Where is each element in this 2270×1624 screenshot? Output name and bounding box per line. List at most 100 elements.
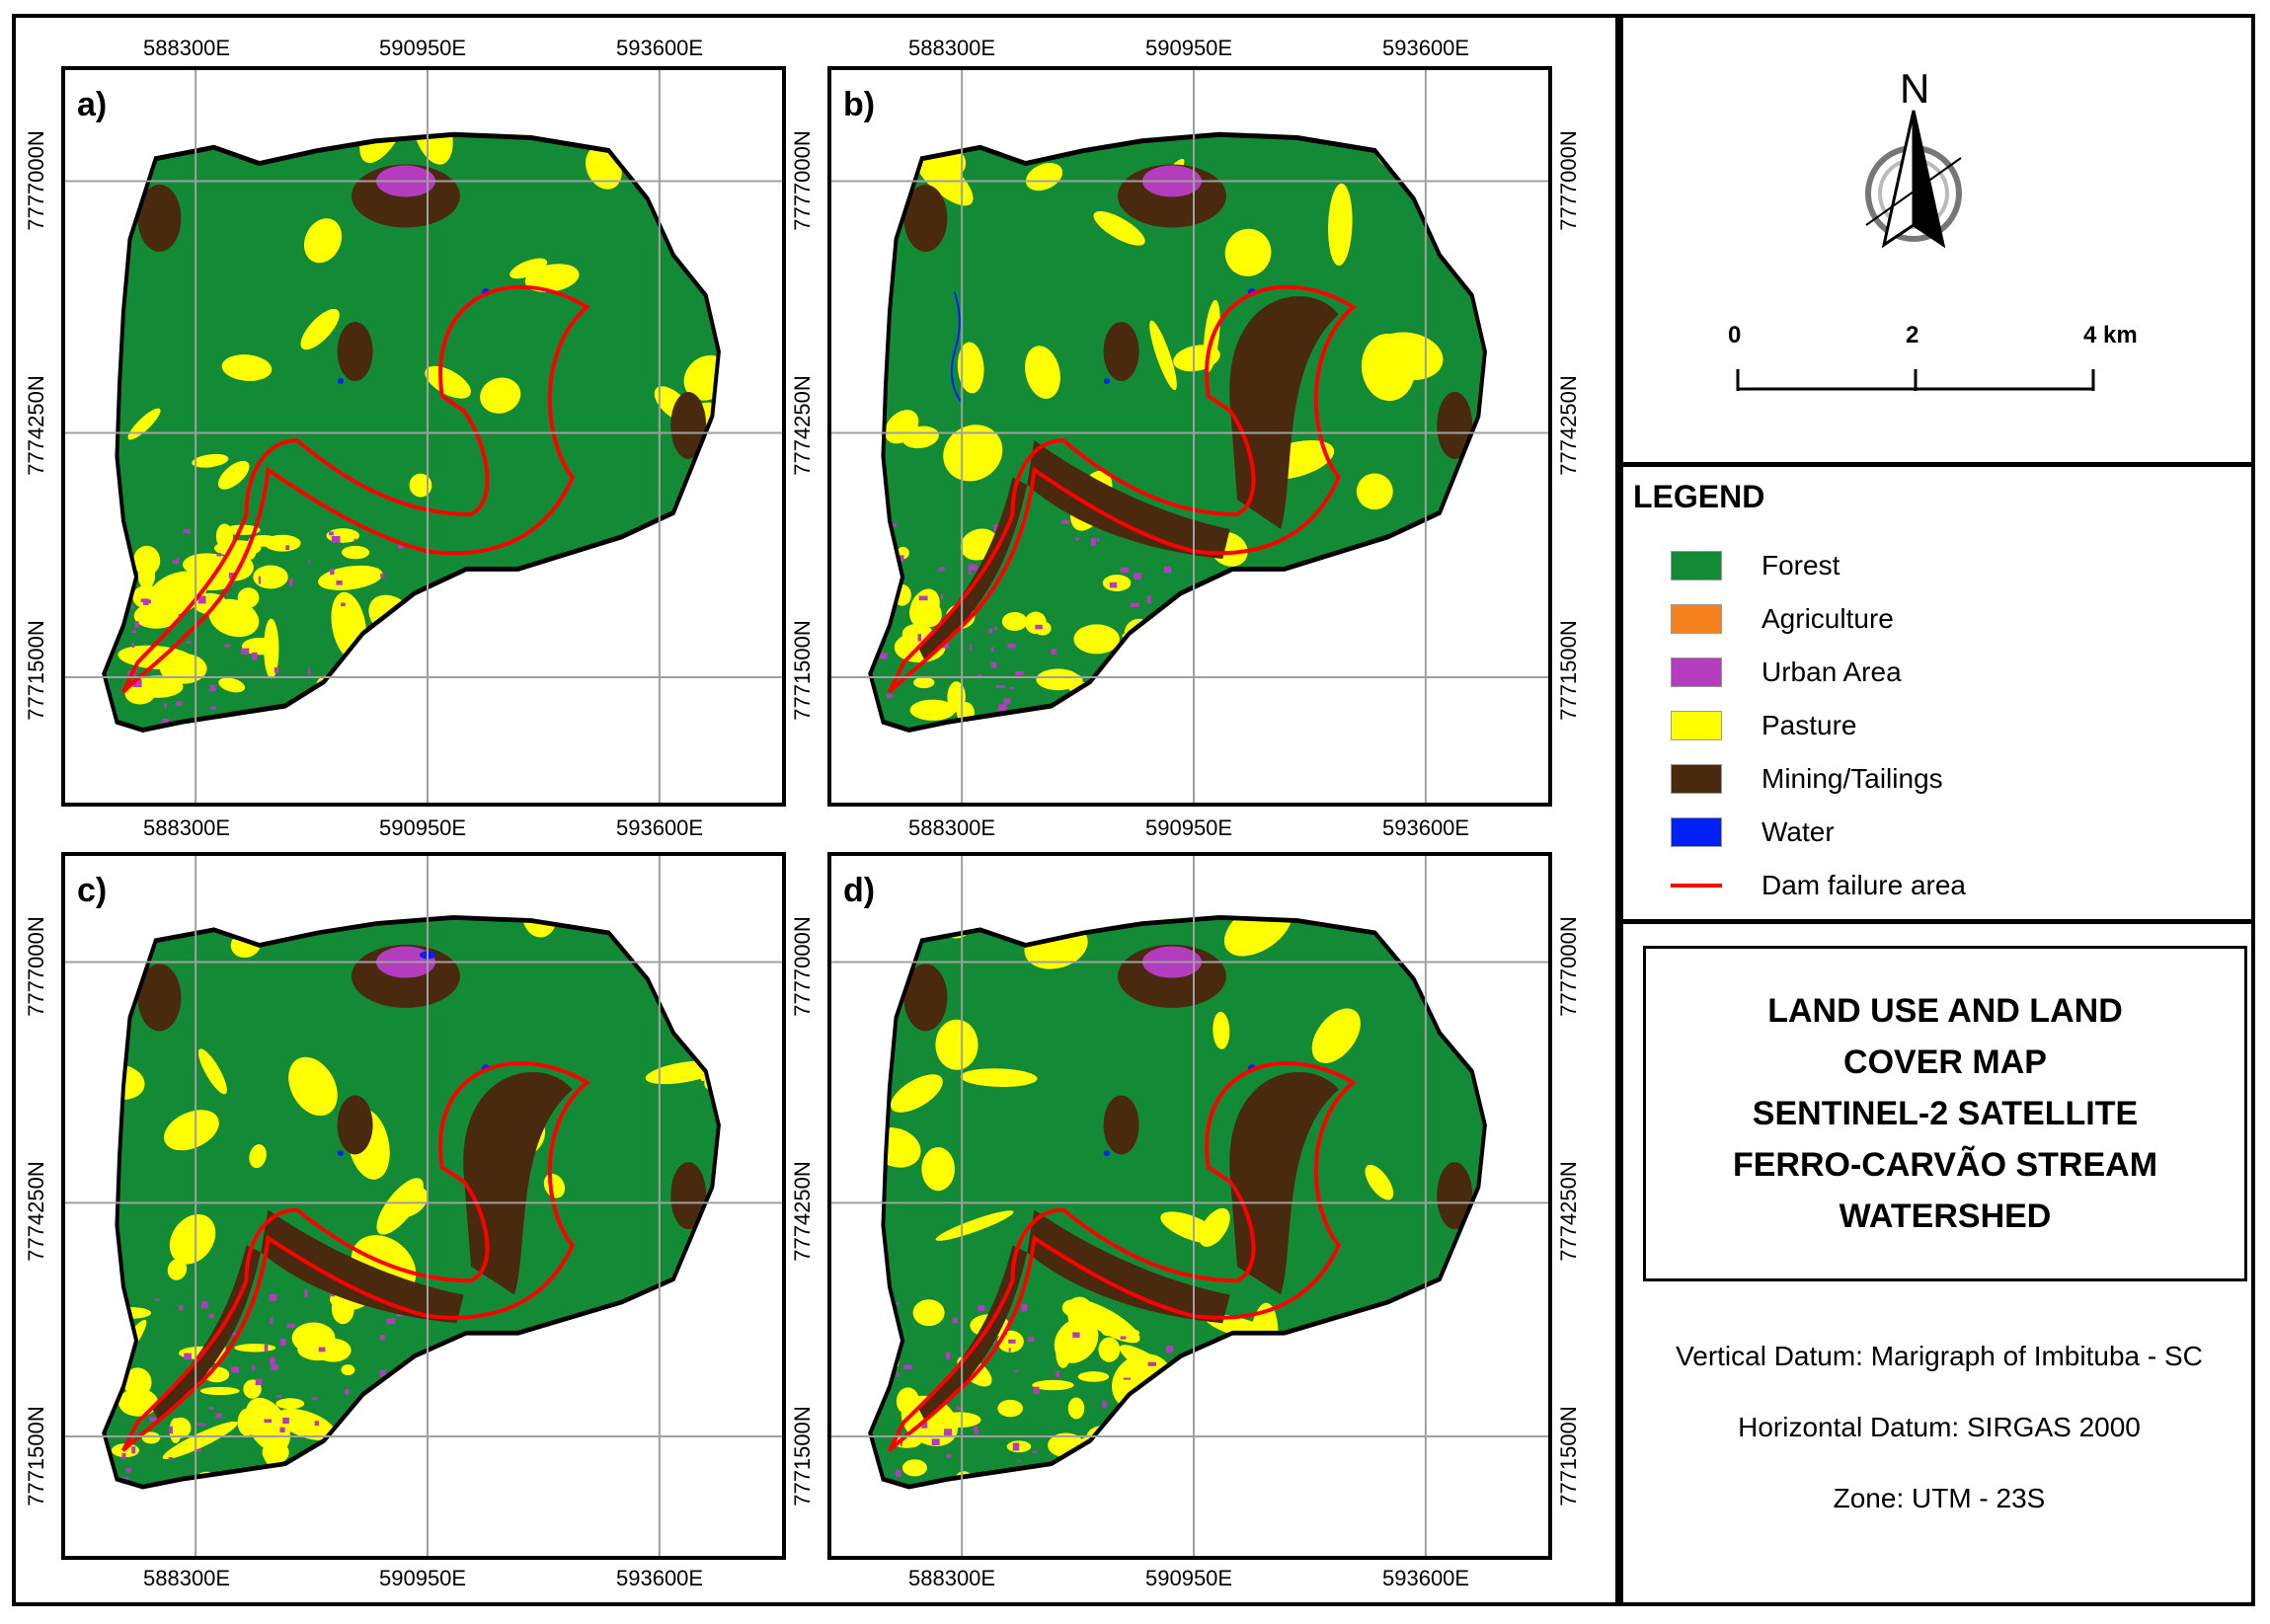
pasture-patch: [701, 1375, 719, 1401]
urban-patch: [1133, 1503, 1137, 1508]
mining-area: [670, 392, 707, 459]
urban-patch: [879, 534, 888, 540]
urban-patch: [374, 1511, 380, 1516]
urban-patch: [978, 769, 985, 771]
legend-label: Pasture: [1761, 710, 1857, 740]
pasture-patch: [1219, 70, 1278, 110]
urban-patch: [389, 1512, 396, 1517]
urban-patch: [896, 1469, 901, 1477]
pasture-patch: [303, 218, 343, 264]
pasture-patch: [1099, 1316, 1116, 1337]
pasture-patch: [1063, 1479, 1097, 1488]
pasture-patch: [264, 735, 286, 751]
urban-patch: [353, 538, 357, 541]
panel-label: a): [77, 86, 108, 123]
pasture-patch: [297, 1415, 311, 1424]
pasture-patch: [141, 1431, 161, 1444]
urban-patch: [155, 1298, 160, 1301]
pasture-patch: [1062, 1473, 1110, 1488]
map-canvas: [65, 856, 782, 1556]
urban-patch: [231, 1366, 240, 1373]
pasture-patch: [1143, 1478, 1180, 1488]
pasture-patch: [1025, 163, 1063, 192]
panel-label: d): [843, 872, 876, 909]
tailings-deposit: [918, 1245, 1028, 1423]
tailings-deposit: [1027, 440, 1230, 559]
pasture-patch: [133, 602, 179, 629]
northing-label: 7777000N: [1556, 130, 1581, 231]
urban-patch: [1090, 538, 1096, 546]
urban-patch: [996, 1519, 1003, 1523]
urban-patch: [956, 1406, 961, 1411]
urban-patch: [197, 595, 206, 604]
pasture-patch: [704, 1023, 719, 1090]
urban-patch: [917, 634, 921, 642]
pasture-patch: [997, 1399, 1024, 1418]
urban-patch: [1003, 733, 1008, 738]
pasture-patch: [1036, 668, 1080, 691]
pasture-patch: [1001, 611, 1028, 632]
urban-patch: [331, 535, 341, 543]
pasture-patch: [1542, 1451, 1552, 1480]
urban-patch: [1003, 698, 1011, 705]
pasture-patch: [164, 1110, 219, 1151]
watershed-boundary: [868, 131, 1487, 734]
utm-zone: Zone: UTM - 23S: [1833, 1483, 2046, 1513]
pasture-patch: [65, 314, 101, 359]
legend-title: LEGEND: [1633, 479, 1765, 514]
easting-label: 593600E: [616, 1566, 704, 1590]
pasture-patch: [1078, 716, 1131, 727]
northing-label: 7777000N: [1556, 916, 1581, 1017]
urban-patch: [1022, 731, 1027, 737]
pasture-patch: [1361, 333, 1416, 402]
water-body: [337, 378, 344, 384]
pasture-patch: [245, 1397, 291, 1453]
urban-patch: [1008, 1348, 1011, 1353]
pasture-patch: [1073, 624, 1120, 655]
pasture-patch: [120, 888, 153, 920]
pasture-patch: [1356, 473, 1393, 510]
pasture-patch: [1065, 731, 1130, 792]
legend-label: Mining/Tailings: [1761, 763, 1943, 794]
pasture-patch: [558, 1345, 606, 1395]
urban-patch: [1130, 602, 1139, 607]
pasture-patch: [210, 1489, 227, 1505]
easting-label: 590950E: [379, 815, 467, 840]
urban-patch: [110, 718, 116, 725]
pasture-patch: [276, 1408, 336, 1441]
legend-label: Urban Area: [1761, 657, 1902, 687]
urban-patch: [1038, 739, 1045, 745]
urban-patch: [279, 1338, 286, 1346]
pasture-patch: [703, 480, 719, 503]
pasture-patch: [1067, 1303, 1101, 1332]
urban-patch: [132, 679, 142, 688]
urban-patch: [241, 648, 250, 655]
urban-patch: [978, 1304, 985, 1311]
pasture-patch: [1223, 917, 1292, 957]
pasture-patch: [1129, 658, 1148, 686]
mining-swatch: [1671, 764, 1722, 794]
urban-patch: [270, 1356, 275, 1365]
pasture-patch: [891, 1074, 943, 1113]
urban-patch: [121, 1452, 126, 1460]
urban-patch: [998, 704, 1007, 713]
urban-patch: [344, 1389, 350, 1395]
urban-patch: [903, 1364, 912, 1369]
pasture-patch: [1133, 878, 1175, 922]
urban-patch: [990, 647, 994, 653]
pasture-patch: [237, 1408, 257, 1436]
pasture-patch: [218, 677, 246, 693]
pasture-patch: [351, 1465, 378, 1479]
urban-patch: [1146, 595, 1151, 604]
pasture-patch: [1443, 1426, 1485, 1482]
urban-patch: [276, 714, 286, 722]
pasture-patch: [1093, 210, 1145, 246]
legend-item-urban: Urban Area: [1671, 656, 1902, 689]
divider-legend-title: [1623, 919, 2255, 924]
urban-patch: [1056, 1370, 1059, 1377]
mining-area: [903, 185, 948, 252]
pasture-patch: [133, 675, 184, 698]
pasture-patch: [937, 740, 1016, 807]
pasture-patch: [1077, 1371, 1110, 1382]
pasture-patch: [896, 1387, 920, 1416]
